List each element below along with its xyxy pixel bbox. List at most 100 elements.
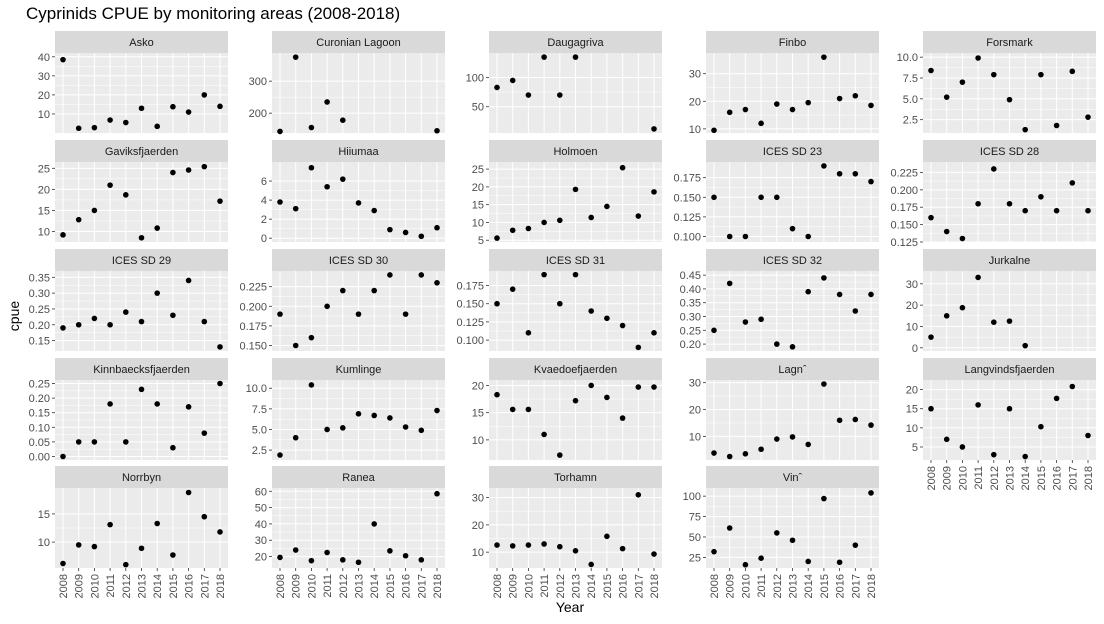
y-tick-label: 10 — [38, 537, 50, 549]
y-tick-label: 100 — [466, 73, 484, 85]
strip-label: Vinˆ — [783, 472, 803, 484]
data-point — [1053, 122, 1060, 129]
x-tick-label: 2016 — [835, 574, 847, 598]
panel-jurkalne: Jurkalne 0 10 20 30 — [906, 249, 1096, 355]
data-point — [525, 330, 532, 336]
y-tick-label: 0.225 — [239, 282, 267, 294]
y-tick-label: 30 — [689, 378, 701, 390]
data-point — [1022, 453, 1028, 460]
strip-label: Torhamn — [554, 472, 597, 484]
data-point — [292, 547, 299, 553]
data-point — [541, 541, 547, 547]
data-point — [371, 287, 378, 294]
x-tick-label: 2015 — [385, 574, 397, 598]
data-point — [154, 290, 160, 296]
data-point — [340, 287, 346, 294]
y-tick-label: 0.20 — [29, 393, 50, 405]
data-point — [324, 426, 330, 433]
data-point — [868, 291, 874, 298]
x-tick-label: 2015 — [602, 574, 614, 598]
data-point — [774, 436, 780, 442]
x-tick-label: 2012 — [772, 574, 784, 598]
panel-gaviksfjaerden: Gaviksfjaerden 10 15 20 25 — [38, 140, 228, 242]
data-point — [959, 304, 966, 311]
data-point — [525, 542, 532, 548]
x-tick-label: 2013 — [571, 574, 583, 598]
data-point — [185, 404, 192, 410]
data-point — [107, 182, 113, 188]
data-point — [170, 552, 176, 558]
data-point — [742, 319, 749, 325]
data-point — [170, 169, 176, 176]
x-tick-label: 2011 — [105, 574, 117, 598]
y-tick-label: 0.125 — [456, 317, 484, 329]
x-tick-label: 2017 — [633, 574, 645, 598]
strip-label: Kvaedoefjaerden — [534, 364, 617, 376]
data-point — [494, 391, 500, 398]
strip-background — [55, 140, 228, 162]
strip-background — [272, 358, 445, 380]
data-point — [821, 54, 827, 60]
x-tick-label: 2010 — [740, 574, 752, 598]
panel-ices-sd-23: ICES SD 23 0.100 0.125 0.150 0.175 — [673, 140, 879, 244]
panel-ices-sd-30: ICES SD 30 0.150 0.175 0.200 0.225 — [239, 249, 445, 353]
data-point — [91, 315, 98, 322]
data-point — [619, 545, 626, 552]
strip-background — [489, 358, 662, 380]
data-point — [868, 102, 874, 109]
y-tick-label: 5 — [478, 235, 484, 247]
data-point — [541, 54, 547, 60]
y-tick-label: 20 — [689, 96, 701, 108]
y-tick-label: 0.175 — [239, 321, 267, 333]
y-tick-label: 20 — [472, 520, 484, 532]
data-point — [494, 300, 500, 307]
data-point — [928, 405, 934, 412]
y-tick-label: 10.0 — [246, 383, 267, 395]
data-point — [154, 225, 160, 231]
data-point — [821, 275, 827, 281]
strip-background — [489, 31, 662, 53]
data-point — [991, 166, 997, 172]
strip-label: ICES SD 23 — [763, 146, 822, 158]
data-point — [1038, 193, 1044, 200]
data-point — [975, 402, 981, 408]
data-point — [789, 225, 796, 232]
data-point — [1022, 207, 1028, 214]
data-point — [387, 226, 393, 233]
x-tick-label: 2018 — [215, 574, 227, 598]
data-point — [635, 344, 642, 351]
data-point — [340, 425, 346, 431]
y-tick-label: 20 — [255, 552, 267, 564]
x-tick-label: 2012 — [121, 574, 133, 598]
x-tick-label: 2011 — [973, 466, 985, 490]
data-point — [138, 234, 145, 241]
y-tick-label: 25 — [472, 164, 484, 176]
data-point — [742, 233, 749, 240]
data-point — [852, 170, 859, 177]
data-point — [805, 99, 811, 106]
y-tick-label: 20 — [689, 405, 701, 417]
x-tick-label: 2015 — [1036, 466, 1048, 490]
data-point — [758, 120, 764, 127]
x-tick-label: 2014 — [369, 574, 381, 598]
data-point — [789, 537, 796, 544]
data-point — [959, 235, 966, 242]
data-point — [711, 194, 717, 201]
data-point — [928, 67, 934, 74]
data-point — [138, 545, 145, 552]
data-point — [991, 71, 997, 78]
panel-ices-sd-28: ICES SD 28 0.125 0.150 0.175 0.200 0.225 — [890, 140, 1096, 249]
data-point — [107, 401, 113, 407]
data-point — [604, 203, 610, 210]
data-point — [742, 561, 749, 568]
panel-ices-sd-31: ICES SD 31 0.100 0.125 0.150 0.175 — [456, 249, 662, 351]
data-point — [758, 446, 764, 453]
strip-background — [923, 358, 1096, 380]
data-point — [943, 94, 950, 100]
y-tick-label: 10 — [38, 109, 50, 121]
y-tick-label: 10 — [472, 217, 484, 229]
data-point — [494, 235, 500, 241]
data-point — [774, 194, 780, 201]
data-point — [123, 309, 129, 315]
